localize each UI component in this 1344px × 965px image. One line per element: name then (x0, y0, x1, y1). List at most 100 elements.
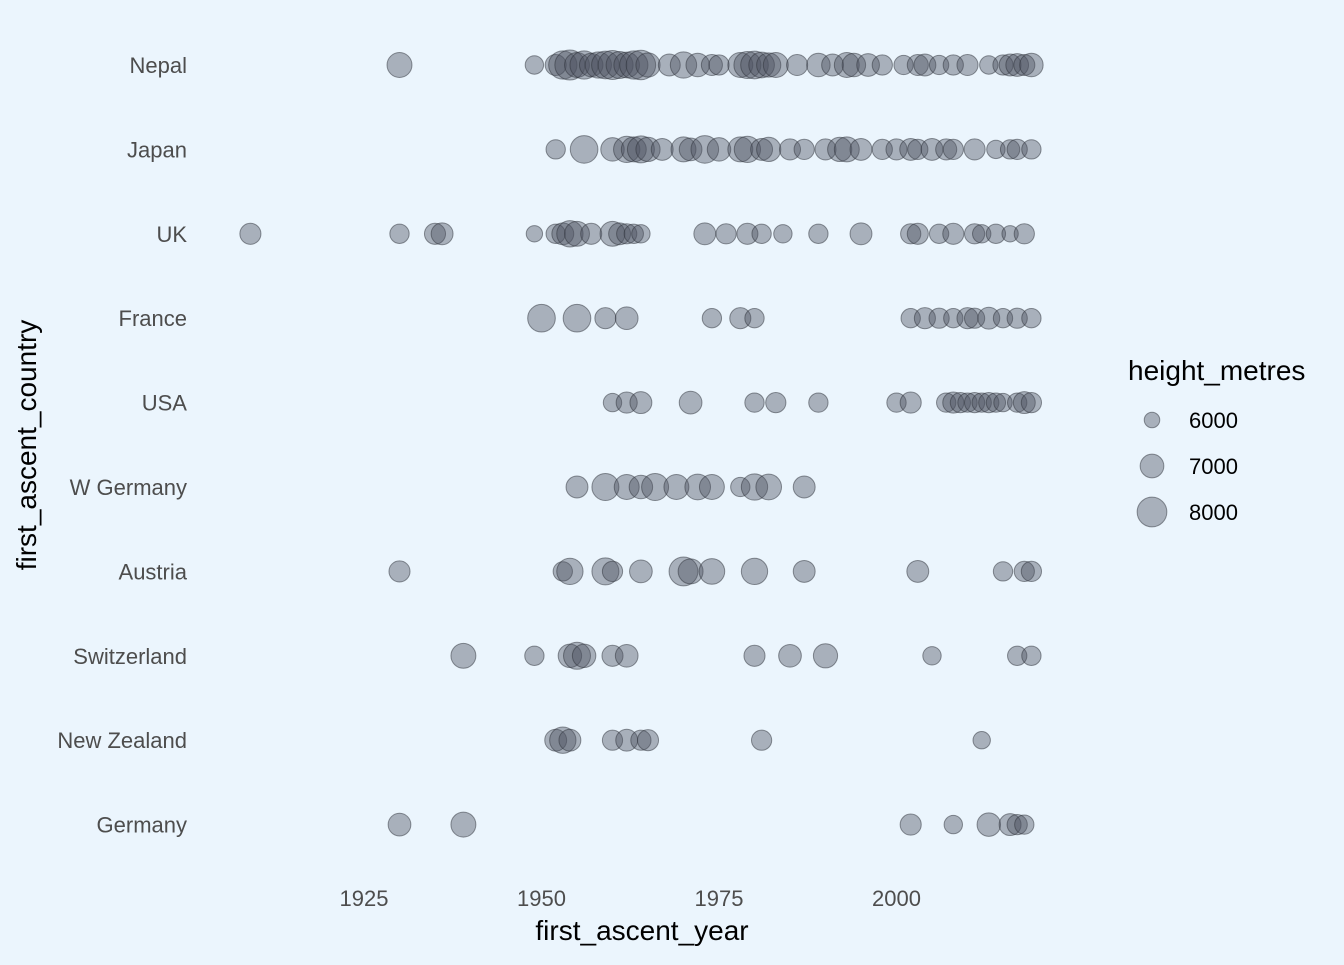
x-tick-label: 2000 (872, 886, 921, 911)
y-tick-label: Germany (97, 813, 187, 838)
data-point (591, 473, 620, 501)
data-point (565, 475, 589, 499)
data-point (591, 557, 620, 586)
data-point (976, 812, 1002, 837)
data-point (733, 51, 762, 79)
data-point (808, 223, 829, 244)
data-point (871, 54, 893, 76)
y-tick-label: Switzerland (73, 644, 187, 669)
data-point (1007, 645, 1028, 666)
data-point (684, 473, 712, 501)
data-point (833, 136, 860, 163)
data-point (792, 475, 816, 499)
data-point (756, 136, 782, 163)
data-point (812, 643, 839, 669)
data-point (628, 474, 654, 500)
data-point (663, 474, 690, 500)
data-point (786, 53, 809, 77)
data-point (985, 223, 1007, 244)
data-point (972, 224, 992, 244)
data-point (600, 137, 625, 162)
data-point (1006, 138, 1028, 161)
data-point (545, 139, 566, 160)
data-point (613, 135, 641, 164)
data-point (388, 560, 411, 583)
y-axis-title: first_ascent_country (11, 320, 42, 571)
data-point (669, 51, 698, 79)
data-point (608, 222, 632, 246)
data-point (389, 223, 410, 244)
data-point (650, 137, 674, 161)
data-point (978, 391, 1000, 414)
data-point (1013, 53, 1036, 77)
data-point (972, 731, 991, 750)
data-point (1021, 645, 1042, 666)
data-point (986, 139, 1006, 160)
data-point (545, 223, 566, 244)
data-point (715, 223, 737, 245)
legend-label: 7000 (1189, 454, 1238, 479)
data-point (558, 728, 582, 752)
data-point (808, 392, 829, 413)
data-point (736, 222, 759, 245)
data-point (626, 135, 655, 164)
y-axis-tick-labels: Nepal Japan UK France USA W Germany Austria Swi… (57, 53, 187, 838)
data-point (935, 138, 958, 161)
data-point (677, 558, 704, 585)
data-point (1006, 813, 1028, 836)
data-point (841, 52, 867, 78)
y-tick-label: New Zealand (57, 728, 187, 753)
x-axis-tick-labels: 1925 1950 1975 2000 (340, 886, 921, 911)
data-point (1012, 391, 1036, 415)
data-point (571, 643, 597, 669)
data-point (827, 136, 853, 163)
data-point (693, 222, 717, 246)
data-point (727, 136, 754, 163)
data-point (985, 392, 1007, 413)
data-point (549, 726, 577, 754)
data-point (690, 135, 720, 164)
data-point (751, 223, 772, 244)
data-point (906, 559, 930, 583)
data-point (1021, 139, 1042, 160)
data-point (806, 52, 831, 78)
data-point (562, 303, 592, 333)
data-point (614, 643, 639, 668)
data-point (423, 222, 447, 245)
data-point (942, 391, 965, 414)
data-point (899, 391, 922, 414)
data-point (971, 392, 992, 413)
data-point (614, 306, 639, 331)
data-point (636, 729, 660, 752)
data-point (729, 307, 752, 330)
data-point (992, 561, 1014, 582)
data-point (740, 50, 769, 80)
data-point (814, 138, 837, 161)
data-point (678, 390, 703, 415)
data-point (1019, 52, 1044, 78)
data-point (792, 559, 816, 583)
data-point (748, 51, 775, 79)
data-point (750, 729, 773, 751)
data-point (706, 137, 732, 162)
data-point (524, 645, 545, 666)
data-point (544, 53, 567, 77)
data-point (625, 49, 657, 81)
data-point (773, 224, 793, 244)
data-point (906, 53, 929, 77)
legend-key (1136, 496, 1168, 528)
data-point (992, 54, 1014, 76)
data-point (821, 53, 845, 77)
data-point (629, 559, 653, 584)
y-tick-label: France (119, 306, 187, 331)
data-point (601, 644, 624, 667)
data-point (899, 813, 922, 836)
data-point (525, 225, 544, 243)
data-point (957, 392, 978, 413)
data-point (744, 392, 765, 413)
data-point (657, 53, 681, 77)
data-point (942, 138, 964, 161)
data-point (900, 223, 922, 245)
data-point (630, 729, 652, 751)
